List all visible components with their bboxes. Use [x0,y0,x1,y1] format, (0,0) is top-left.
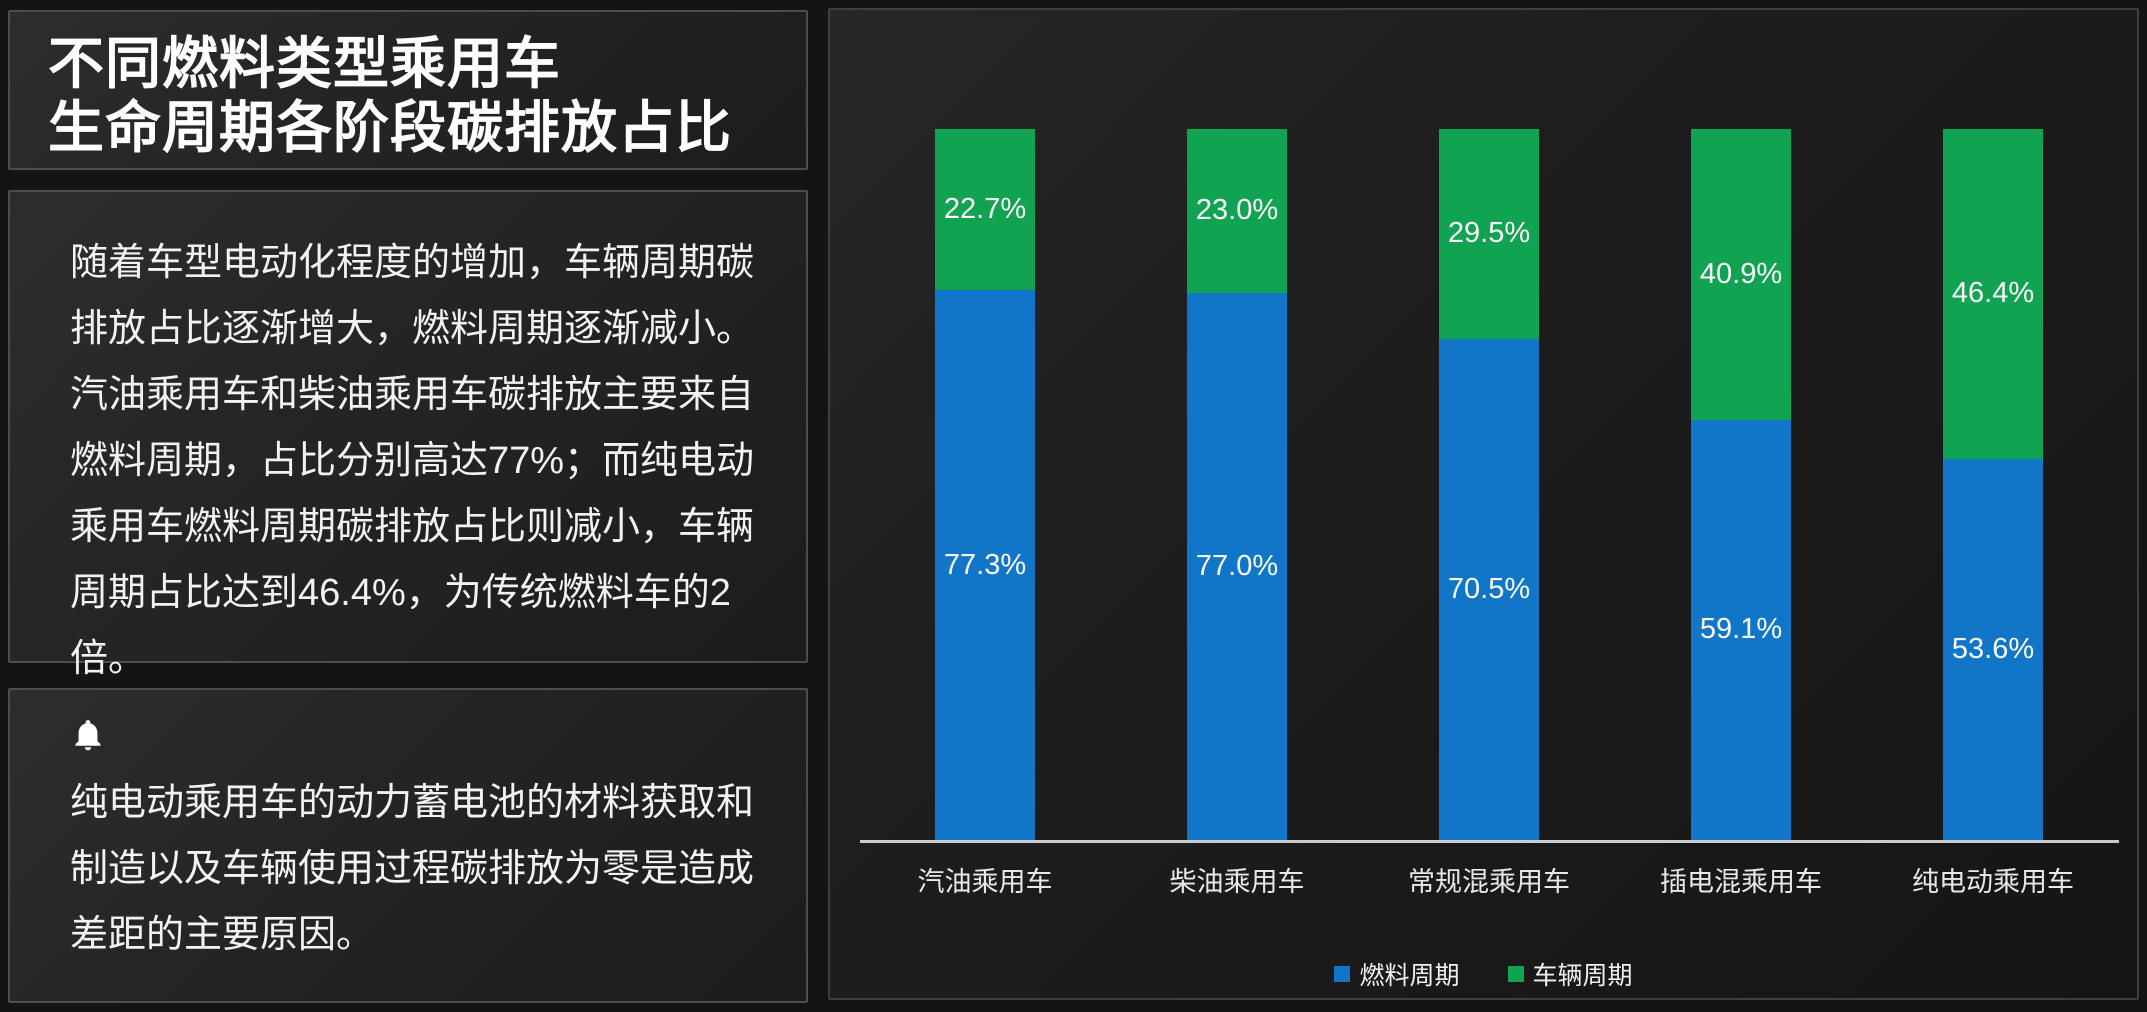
page-title: 不同燃料类型乘用车 生命周期各阶段碳排放占比 [48,32,776,160]
x-axis-label: 汽油乘用车 [917,867,1053,897]
legend-item: 车辆周期 [1507,956,1633,992]
vehicle-cycle-segment: 40.9% [1691,129,1791,420]
bar-3: 29.5% 70.5% [1439,129,1539,840]
x-axis-label: 柴油乘用车 [1169,867,1305,897]
x-axis-line [860,840,2119,843]
bar-value-label: 22.7% [943,193,1027,226]
vehicle-cycle-segment: 29.5% [1439,129,1539,339]
fuel-cycle-segment: 70.5% [1439,338,1539,840]
bar-value-label: 46.4% [1951,277,2035,310]
bar-2: 23.0% 77.0% [1187,129,1287,840]
title-line-2: 生命周期各阶段碳排放占比 [48,96,732,159]
legend-swatch [1334,966,1351,982]
legend-swatch [1507,966,1524,982]
bar-value-label: 59.1% [1699,613,1783,646]
x-axis-label: 常规混乘用车 [1408,867,1570,897]
bar-value-label: 77.0% [1195,549,1279,582]
x-axis-label: 纯电动乘用车 [1912,867,2074,897]
legend-label: 燃料周期 [1359,962,1460,990]
bar-value-label: 23.0% [1195,194,1279,227]
bar-1: 22.7% 77.3% [935,129,1035,840]
bar-value-label: 29.5% [1447,217,1531,250]
note-text: 纯电动乘用车的动力蓄电池的材料获取和制造以及车辆使用过程碳排放为零是造成差距的主… [70,782,755,956]
title-panel: 不同燃料类型乘用车 生命周期各阶段碳排放占比 [8,10,808,170]
bar-value-label: 53.6% [1951,632,2035,665]
description-panel: 随着车型电动化程度的增加，车辆周期碳排放占比逐渐增大，燃料周期逐渐减小。汽油乘用… [8,190,808,680]
x-axis-label: 插电混乘用车 [1660,867,1822,897]
chart-panel: 22.7% 77.3% 23.0% 77.0% 29.5% 70.5% 40.9% 59.1%… [828,8,2139,1000]
title-line-1: 不同燃料类型乘用车 [48,32,561,95]
bar-value-label: 70.5% [1447,572,1531,605]
vehicle-cycle-segment: 46.4% [1943,129,2043,459]
bar-value-label: 40.9% [1699,257,1783,290]
fuel-cycle-segment: 77.3% [935,290,1035,840]
fuel-cycle-segment: 59.1% [1691,419,1791,840]
legend-item: 燃料周期 [1334,956,1460,992]
fuel-cycle-segment: 77.0% [1187,292,1287,840]
fuel-cycle-segment: 53.6% [1943,458,2043,840]
vehicle-cycle-segment: 23.0% [1187,129,1287,293]
legend-label: 车辆周期 [1532,962,1633,990]
note-panel: 纯电动乘用车的动力蓄电池的材料获取和制造以及车辆使用过程碳排放为零是造成差距的主… [8,688,808,1003]
description-text: 随着车型电动化程度的增加，车辆周期碳排放占比逐渐增大，燃料周期逐渐减小。汽油乘用… [70,242,755,680]
bar-value-label: 77.3% [943,548,1027,581]
chart-legend: 燃料周期 车辆周期 [830,956,2137,992]
bar-4: 40.9% 59.1% [1691,129,1791,840]
vehicle-cycle-segment: 22.7% [935,129,1035,291]
bell-icon [75,720,101,751]
bar-5: 46.4% 53.6% [1943,129,2043,840]
